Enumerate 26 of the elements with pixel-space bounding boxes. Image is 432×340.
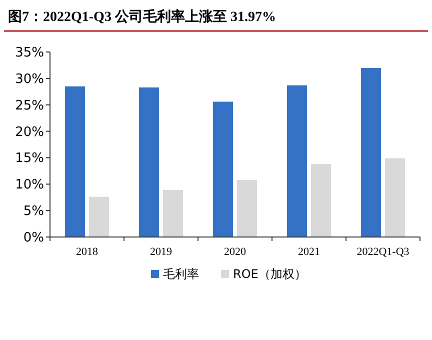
x-tick-label: 2022Q1-Q3 [356, 246, 410, 258]
chart-title: 图7：2022Q1-Q3 公司毛利率上涨至 31.97% [8, 8, 276, 25]
y-tick-label: 25% [15, 98, 44, 114]
bar [139, 87, 159, 237]
x-tick-label: 2019 [150, 246, 172, 258]
x-tick-label: 2021 [298, 246, 320, 258]
y-tick-label: 35% [15, 46, 44, 60]
y-tick-label: 10% [15, 178, 44, 193]
bar [311, 164, 331, 237]
x-tick-label: 2020 [224, 246, 246, 258]
y-tick-label: 30% [15, 72, 44, 87]
bar [163, 190, 183, 237]
y-tick-label: 5% [23, 204, 44, 220]
y-tick-label: 20% [15, 124, 44, 140]
bar [213, 102, 233, 237]
bar [89, 196, 109, 237]
legend-label: ROE（加权） [233, 267, 306, 281]
bar [361, 68, 381, 237]
bar [385, 158, 405, 237]
y-tick-label: 15% [15, 151, 44, 166]
bar [237, 180, 257, 237]
y-tick-label: 0% [23, 230, 44, 246]
x-tick-label: 2018 [76, 246, 98, 258]
bar [287, 85, 307, 237]
bar [65, 86, 85, 237]
legend-label: 毛利率 [163, 267, 199, 281]
